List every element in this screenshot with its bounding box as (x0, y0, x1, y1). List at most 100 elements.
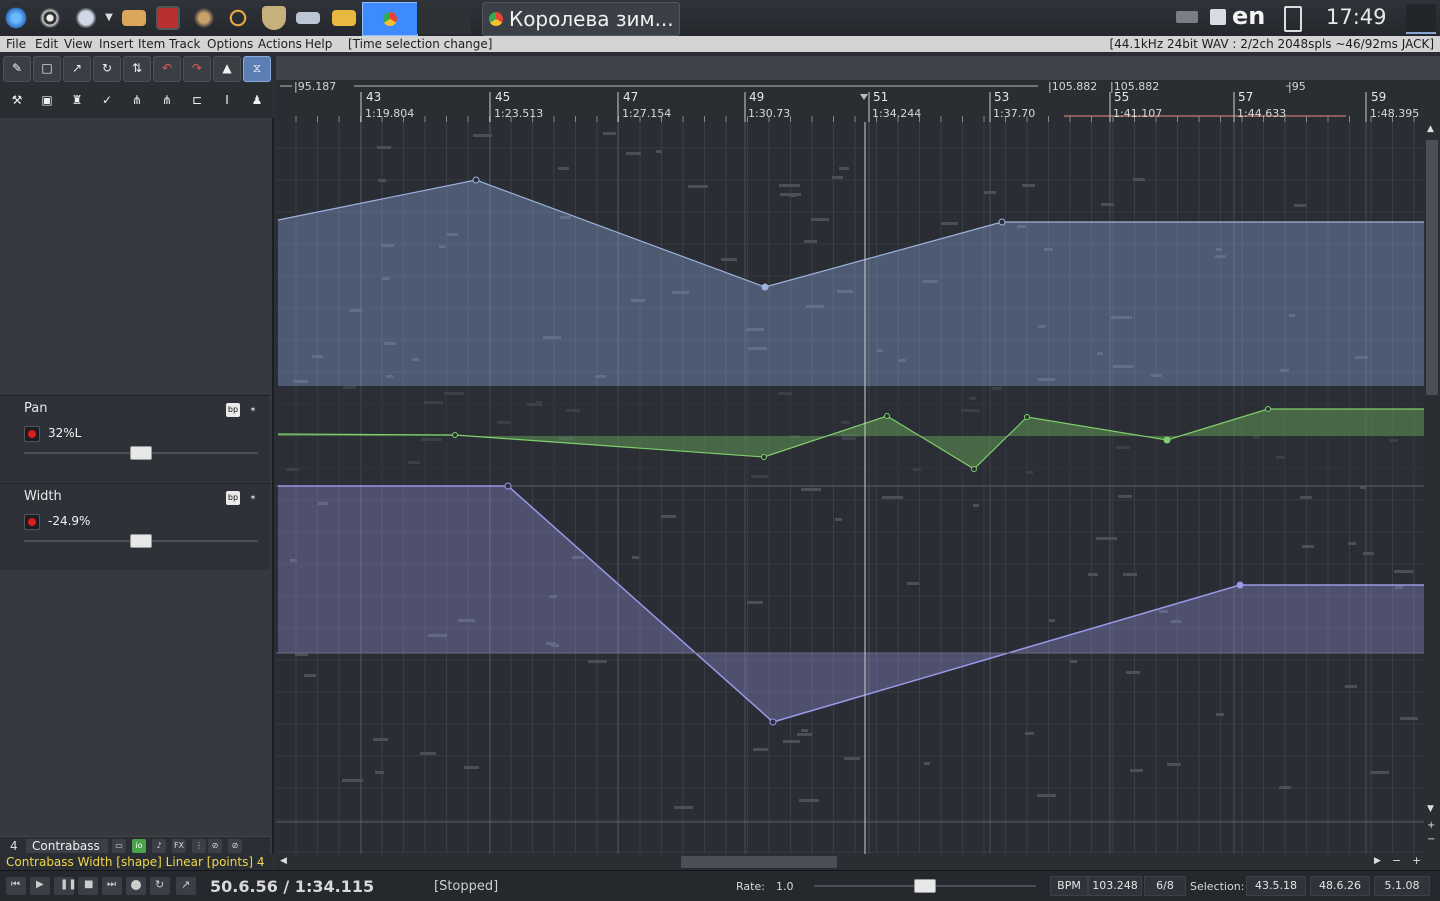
shield-icon[interactable] (262, 6, 286, 30)
project-settings-button[interactable]: ⇅ (123, 56, 151, 82)
envelope-point[interactable] (472, 176, 480, 184)
new-project-button[interactable]: □ (33, 56, 61, 82)
envelope-point[interactable] (452, 432, 458, 438)
envelope-point[interactable] (504, 482, 512, 490)
envelope-point[interactable] (1163, 436, 1171, 444)
file-manager-icon[interactable] (122, 10, 146, 26)
arrange-view[interactable] (276, 122, 1424, 854)
bluetooth-tray-icon[interactable] (1210, 9, 1226, 25)
cursor-button[interactable]: I (213, 88, 241, 114)
menu-file[interactable]: File (6, 37, 27, 51)
redo-button[interactable]: ↷ (183, 56, 211, 82)
zoom-in-icon[interactable]: + (1427, 820, 1436, 831)
envelope-point[interactable] (769, 718, 777, 726)
automation-mode-button[interactable]: ↗ (176, 877, 196, 895)
phase-icon[interactable]: ⊘ (208, 839, 222, 853)
menu-item[interactable]: Item (138, 37, 166, 51)
selection-end-field[interactable]: 48.6.26 (1310, 876, 1370, 896)
terminal-icon[interactable] (156, 6, 180, 30)
selection-length-field[interactable]: 5.1.08 (1374, 876, 1430, 896)
save-project-button[interactable]: ↻ (93, 56, 121, 82)
position-display[interactable]: 50.6.56 / 1:34.115 (210, 877, 375, 896)
snap-toggle-button[interactable]: ⚒ (3, 88, 31, 114)
selection-start-field[interactable]: 43.5.18 (1246, 876, 1306, 896)
keyboard-layout-indicator[interactable]: en (1232, 2, 1266, 30)
play-button[interactable]: ▶ (30, 877, 50, 895)
rate-value[interactable]: 1.0 (776, 880, 794, 893)
pause-button[interactable]: ❚❚ (54, 877, 77, 895)
arm-button[interactable] (24, 426, 40, 442)
dropdown-arrow-icon[interactable]: ▼ (105, 12, 113, 23)
vertical-scrollbar[interactable]: ▲ ▼ + − (1424, 122, 1440, 854)
active-workspace-button[interactable] (362, 2, 418, 36)
stop-button[interactable]: ■ (78, 877, 98, 895)
envelope-point[interactable] (761, 454, 767, 460)
bypass-button[interactable]: bp (226, 403, 240, 417)
envelope-point[interactable] (1236, 581, 1244, 589)
menu-track[interactable]: Track (169, 37, 201, 51)
folder-icon[interactable]: ▭ (112, 839, 126, 853)
battery-icon[interactable] (1284, 6, 1302, 32)
scroll-up-icon[interactable]: ▲ (1427, 124, 1434, 134)
audio-settings-icon[interactable] (38, 6, 62, 30)
menu-view[interactable]: View (64, 37, 93, 51)
repeat-button[interactable]: ↻ (150, 877, 170, 895)
record-button[interactable] (126, 877, 146, 895)
route-icon[interactable]: ⋮ (192, 839, 206, 853)
hide-envelope-icon[interactable]: ✶ (246, 491, 260, 505)
hide-envelope-icon[interactable]: ✶ (246, 403, 260, 417)
arrange-canvas[interactable] (276, 122, 1424, 854)
zoom-out-h-icon[interactable]: − (1392, 854, 1402, 867)
open-project-button[interactable]: ↗ (63, 56, 91, 82)
go-to-end-button[interactable]: ⏭ (102, 877, 122, 895)
window-task-button[interactable]: Королева зим... (482, 2, 680, 36)
io-icon[interactable]: io (132, 839, 146, 853)
envelope-point[interactable] (884, 413, 890, 419)
horizontal-scroll-thumb[interactable] (681, 856, 837, 868)
track-name-field[interactable]: Contrabass (26, 839, 108, 853)
menu-help[interactable]: Help (305, 37, 333, 51)
archive-icon[interactable] (332, 10, 356, 26)
player-icon[interactable] (192, 6, 216, 30)
envelope-point[interactable] (998, 218, 1006, 226)
menu-edit[interactable]: Edit (35, 37, 59, 51)
zoom-in-h-icon[interactable]: + (1412, 854, 1422, 867)
keyboard-icon[interactable] (296, 12, 320, 24)
scroll-down-icon[interactable]: ▼ (1427, 804, 1434, 814)
menu-options[interactable]: Options (207, 37, 254, 51)
trim-button[interactable]: ⊏ (183, 88, 211, 114)
metronome-button[interactable]: ▲ (213, 56, 241, 82)
pan-slider-knob[interactable] (130, 446, 152, 460)
envelope-point[interactable] (761, 283, 769, 291)
fx-button[interactable]: FX (172, 839, 186, 853)
scroll-right-icon[interactable]: ▶ (1374, 856, 1381, 866)
settings-tool-button[interactable]: ✎ (3, 56, 31, 82)
lock-button[interactable]: ▣ (33, 88, 61, 114)
audio-device-info[interactable]: [44.1kHz 24bit WAV : 2/2ch 2048spls ~46/… (1109, 37, 1434, 51)
envelope-point[interactable] (971, 466, 977, 472)
envelope-icon[interactable]: ♪ (152, 839, 166, 853)
menu-insert[interactable]: Insert (99, 37, 134, 51)
auto-crossfade-button[interactable]: ⧖ (243, 56, 271, 82)
time-signature-field[interactable]: 6/8 (1144, 876, 1186, 896)
grid-button[interactable]: ✓ (93, 88, 121, 114)
vst-tray-icon[interactable] (1176, 11, 1198, 23)
stamp-button[interactable]: ♟ (243, 88, 271, 114)
envelope-point[interactable] (1024, 414, 1030, 420)
move-envelope-button[interactable]: ⋔ (153, 88, 181, 114)
go-to-start-button[interactable]: ⏮ (6, 877, 26, 895)
region-bar[interactable] (276, 56, 1440, 80)
ripple-edit-button[interactable]: ♜ (63, 88, 91, 114)
scroll-left-icon[interactable]: ◀ (280, 856, 287, 866)
bypass-fx-icon[interactable]: ⊘ (228, 839, 242, 853)
zoom-out-icon[interactable]: − (1427, 834, 1436, 845)
browser-icon[interactable] (74, 6, 98, 30)
app-menu-icon[interactable] (4, 6, 28, 30)
arm-button[interactable] (24, 514, 40, 530)
bypass-button[interactable]: bp (226, 491, 240, 505)
bpm-field[interactable]: 103.248 (1088, 876, 1142, 896)
vertical-scroll-thumb[interactable] (1426, 140, 1438, 395)
menu-actions[interactable]: Actions (258, 37, 302, 51)
undo-button[interactable]: ↶ (153, 56, 181, 82)
timeline-ruler[interactable]: |95.187 |105.882 |105.882 |95 43 1:19.80… (276, 52, 1440, 122)
